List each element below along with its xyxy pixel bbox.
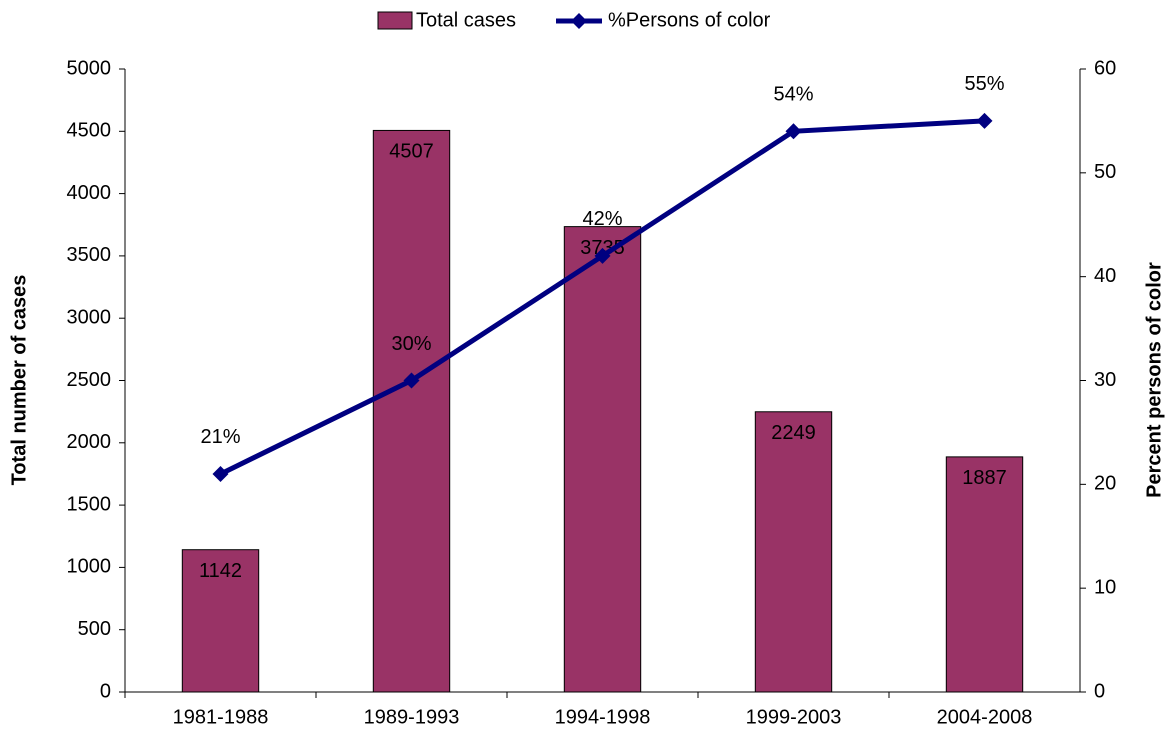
x-tick-label: 2004-2008 — [937, 706, 1033, 728]
y-tick-label: 2000 — [67, 431, 112, 453]
y-tick-label: 2500 — [67, 369, 112, 391]
bar — [563, 226, 642, 693]
x-tick-label: 1989-1993 — [364, 706, 460, 728]
line-value-label: 54% — [773, 84, 813, 106]
y2-tick-label: 60 — [1094, 57, 1116, 79]
y2-tick-label: 40 — [1094, 265, 1116, 287]
bar-value-label: 1887 — [962, 467, 1007, 489]
line-marker — [785, 123, 802, 140]
y-tick-label: 500 — [78, 618, 111, 640]
y2-tick-label: 30 — [1094, 369, 1116, 391]
y-tick-label: 1500 — [67, 493, 112, 515]
line-marker — [403, 372, 420, 389]
legend-label: %Persons of color — [608, 9, 771, 31]
y2-tick-label: 0 — [1094, 680, 1105, 702]
y2-tick-label: 10 — [1094, 576, 1116, 598]
line-value-label: 21% — [200, 426, 240, 448]
y-tick-label: 3000 — [67, 306, 112, 328]
y-axis-title: Total number of cases — [8, 275, 30, 486]
x-tick-label: 1999-2003 — [746, 706, 842, 728]
line-value-label: 55% — [964, 73, 1004, 95]
line-value-label: 42% — [582, 208, 622, 230]
bar-value-label: 4507 — [389, 141, 434, 163]
y-tick-label: 1000 — [67, 556, 112, 578]
legend-swatch — [377, 11, 413, 30]
bar — [372, 129, 451, 693]
line-marker — [594, 247, 611, 264]
x-tick-label: 1981-1988 — [173, 706, 269, 728]
y-tick-label: 4500 — [67, 120, 112, 142]
line-marker — [212, 465, 229, 482]
bar-value-label: 2249 — [771, 422, 816, 444]
bar-value-label: 1142 — [199, 560, 242, 582]
y2-tick-label: 50 — [1094, 161, 1116, 183]
y-tick-label: 3500 — [67, 244, 112, 266]
y-tick-label: 5000 — [67, 57, 112, 79]
legend-marker — [571, 13, 587, 29]
bar — [945, 456, 1024, 693]
x-tick-label: 1994-1998 — [555, 706, 651, 728]
y-tick-label: 4000 — [67, 182, 112, 204]
bar — [181, 549, 260, 693]
line-marker — [976, 112, 993, 129]
y2-axis-title: Percent persons of color — [1143, 262, 1165, 498]
bar — [754, 411, 833, 693]
line-value-label: 30% — [391, 333, 431, 355]
y-tick-label: 0 — [100, 680, 111, 702]
y2-tick-label: 20 — [1094, 473, 1116, 495]
legend-label: Total cases — [416, 9, 516, 31]
